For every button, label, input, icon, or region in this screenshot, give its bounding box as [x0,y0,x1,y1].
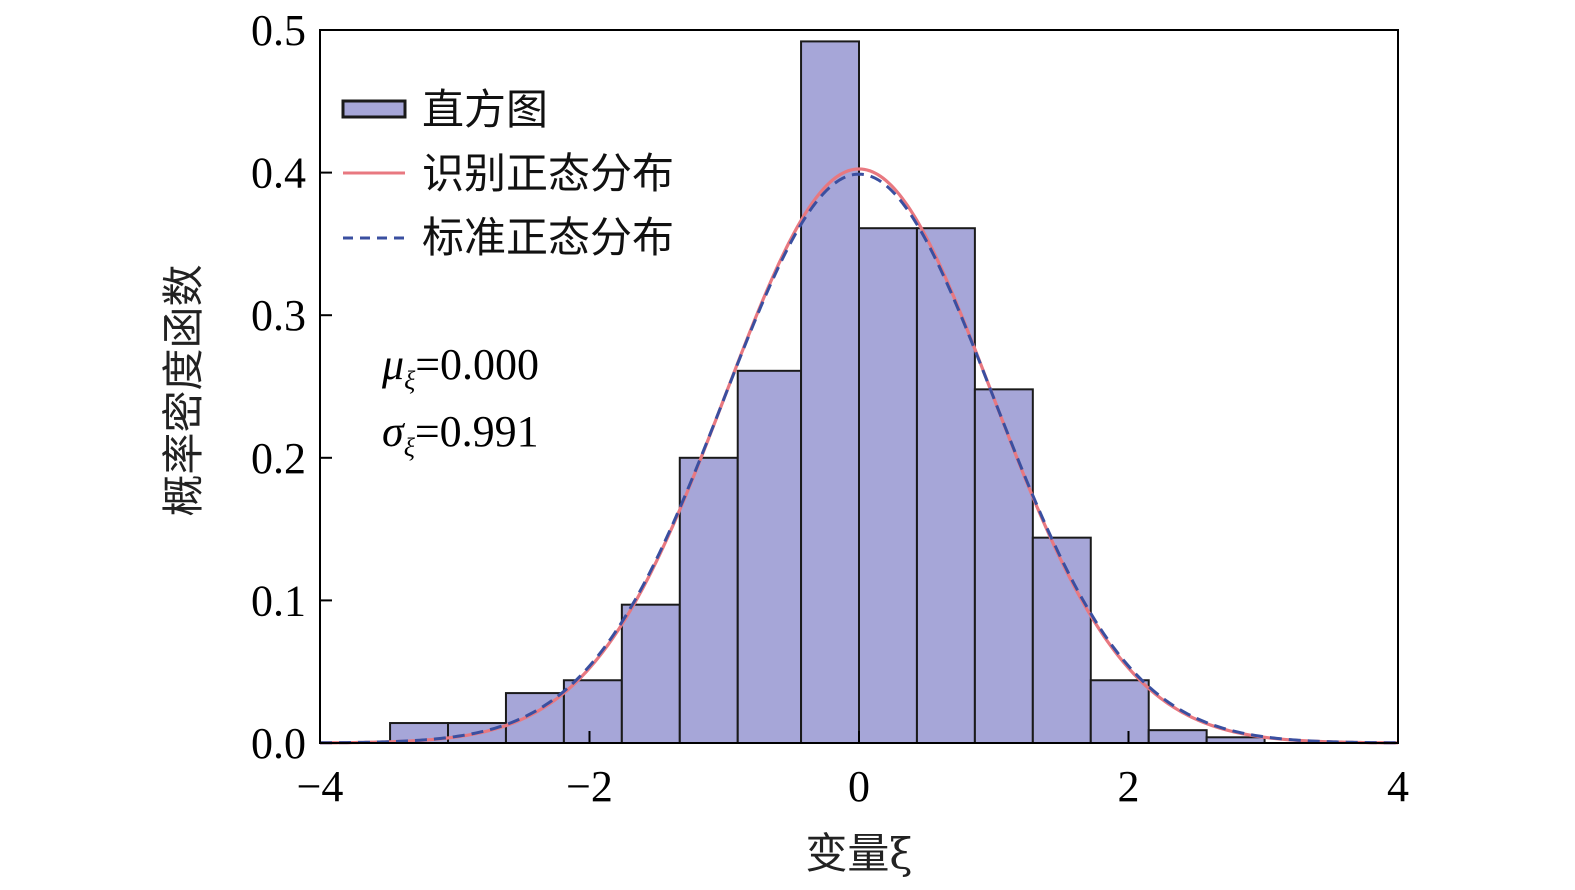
mu-annotation: μξ=0.000 [381,340,539,395]
x-tick-label-0: −4 [297,762,344,811]
histogram-bar-8 [858,227,918,745]
y-tick-label-5: 0.5 [251,6,306,55]
y-tick-label-2: 0.2 [251,434,306,483]
y-tick-label-1: 0.1 [251,576,306,625]
sigma-annotation: σξ=0.991 [382,407,539,462]
x-tick-label-3: 2 [1118,762,1140,811]
legend-standard-normal-label: 标准正态分布 [422,213,674,262]
y-tick-label-0: 0.0 [251,719,306,768]
x-axis-title: 变量ξ [805,829,912,878]
y-axis-title: 概率密度函数 [159,264,208,516]
mu-value: =0.000 [415,340,539,389]
histogram-bar-7 [800,40,860,744]
histogram-bar-4 [620,603,681,744]
legend-histogram-label: 直方图 [422,85,548,134]
legend-identified-normal-label: 识别正态分布 [422,149,674,198]
y-tick-label-4: 0.4 [251,149,306,198]
legend: 直方图 识别正态分布 标准正态分布 [341,85,674,262]
legend-histogram-swatch [341,99,407,119]
histogram-bar-9 [915,227,976,745]
axis-ticks: −4 −2 0 2 4 0.0 0.1 0.2 0.3 0.4 0.5 [251,6,1409,811]
histogram-bar-3 [562,679,623,744]
histogram-bar-13 [1147,729,1208,745]
histogram-bars [389,40,1266,745]
x-tick-label-2: 0 [848,762,870,811]
curve-standard-normal [319,172,1399,745]
pdf-curves [319,167,1399,745]
histogram-bar-12 [1089,679,1150,744]
x-tick-label-4: 4 [1387,762,1409,811]
sigma-value: =0.991 [415,407,539,456]
histogram-bar-11 [1031,536,1092,744]
sigma-subscript: ξ [404,433,416,462]
mu-subscript: ξ [404,366,416,395]
mu-symbol: μ [381,340,404,389]
x-tick-label-1: −2 [566,762,613,811]
sigma-symbol: σ [382,407,406,456]
y-tick-label-3: 0.3 [251,291,306,340]
histogram-bar-6 [736,369,803,744]
histogram-bar-10 [973,388,1034,744]
histogram-bar-5 [678,456,739,744]
